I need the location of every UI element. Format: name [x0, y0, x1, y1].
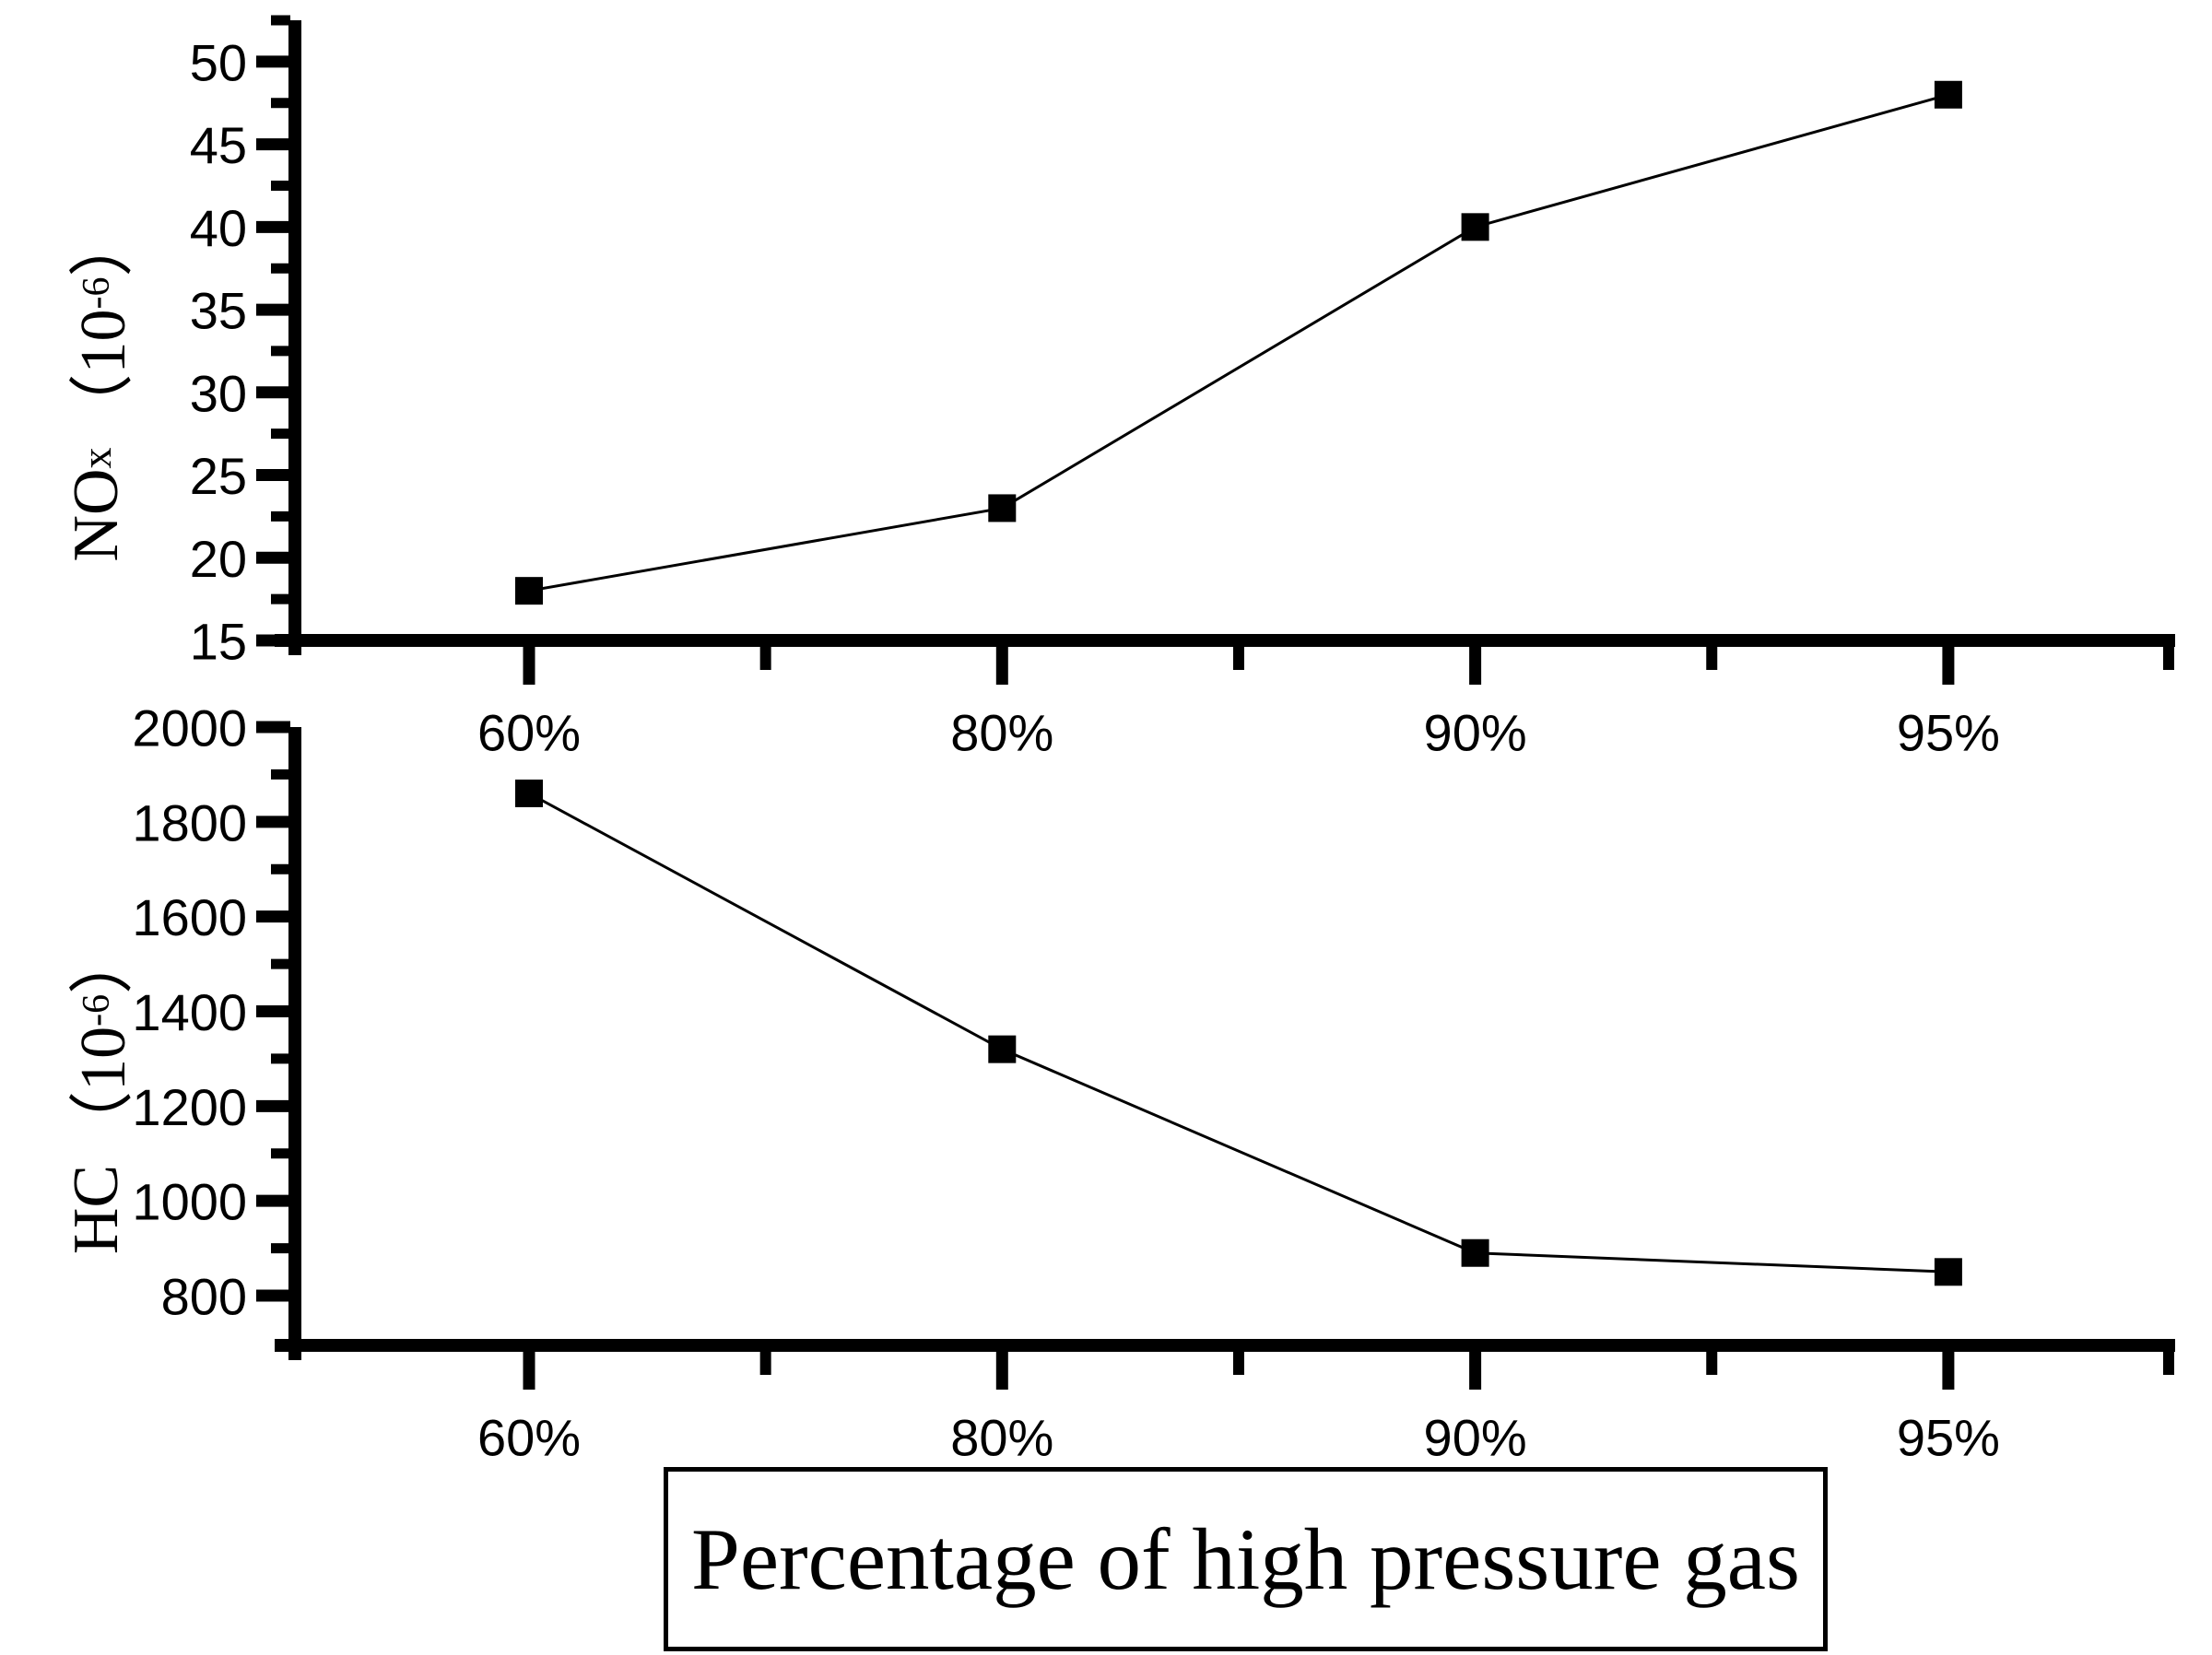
nox-y-tick-label: 40 [190, 199, 247, 257]
nox-label-unit-close: ） [67, 212, 139, 277]
nox-x-tick-label: 80% [950, 704, 1053, 762]
hc-y-tick-label: 2000 [132, 699, 247, 757]
hc-label-unit-open: （10 [67, 1026, 139, 1156]
hc-y-tick-label: 1000 [132, 1173, 247, 1231]
hc-x-tick-label: 90% [1424, 1409, 1527, 1467]
nox-y-tick-label: 35 [190, 282, 247, 340]
hc-data-point-80% [988, 1035, 1017, 1063]
x-axis-title: Percentage of high pressure gas [691, 1510, 1800, 1608]
nox-label-species: NO [61, 468, 132, 562]
hc-y-tick-label: 1600 [132, 888, 247, 946]
nox-data-line [528, 93, 1949, 593]
nox-label-unit-open: （10 [67, 309, 139, 439]
nox-data-point-95% [1934, 80, 1962, 109]
hc-x-tick-label: 95% [1897, 1409, 2000, 1467]
nox-x-tick-label: 95% [1897, 704, 2000, 762]
nox-y-tick-label: 45 [190, 116, 247, 174]
hc-y-tick-label: 1800 [132, 793, 247, 851]
nox-data-point-90% [1461, 213, 1489, 241]
nox-y-tick-label: 25 [190, 447, 247, 505]
nox-y-tick-label: 20 [190, 530, 247, 588]
hc-data-line [528, 792, 1948, 1274]
hc-data-point-60% [515, 779, 543, 807]
nox-y-tick-label: 15 [190, 613, 247, 671]
nox-x-tick-label: 60% [477, 704, 581, 762]
hc-y-tick-label: 1200 [132, 1078, 247, 1136]
nox-y-tick-label: 50 [190, 33, 247, 91]
hc-x-tick-label: 80% [950, 1409, 1053, 1467]
hc-data-point-90% [1461, 1238, 1489, 1267]
hc-x-tick-label: 60% [477, 1409, 581, 1467]
hc-y-tick-label: 800 [161, 1268, 247, 1326]
hc-data-point-95% [1934, 1258, 1962, 1286]
hc-label-species: HC [61, 1164, 132, 1255]
nox-x-tick-label: 90% [1424, 704, 1527, 762]
nox-data-point-80% [988, 494, 1017, 522]
hc-label-unit-close: ） [67, 929, 139, 994]
nox-y-tick-label: 30 [190, 364, 247, 422]
nox-y-axis-label: NO x （10 -6） [28, 111, 166, 663]
hc-y-tick-label: 1400 [132, 983, 247, 1041]
x-axis-title-box: Percentage of high pressure gas [664, 1467, 1828, 1651]
hc-y-axis-label: HC （10 -6） [28, 816, 166, 1368]
nox-data-point-60% [515, 577, 543, 605]
